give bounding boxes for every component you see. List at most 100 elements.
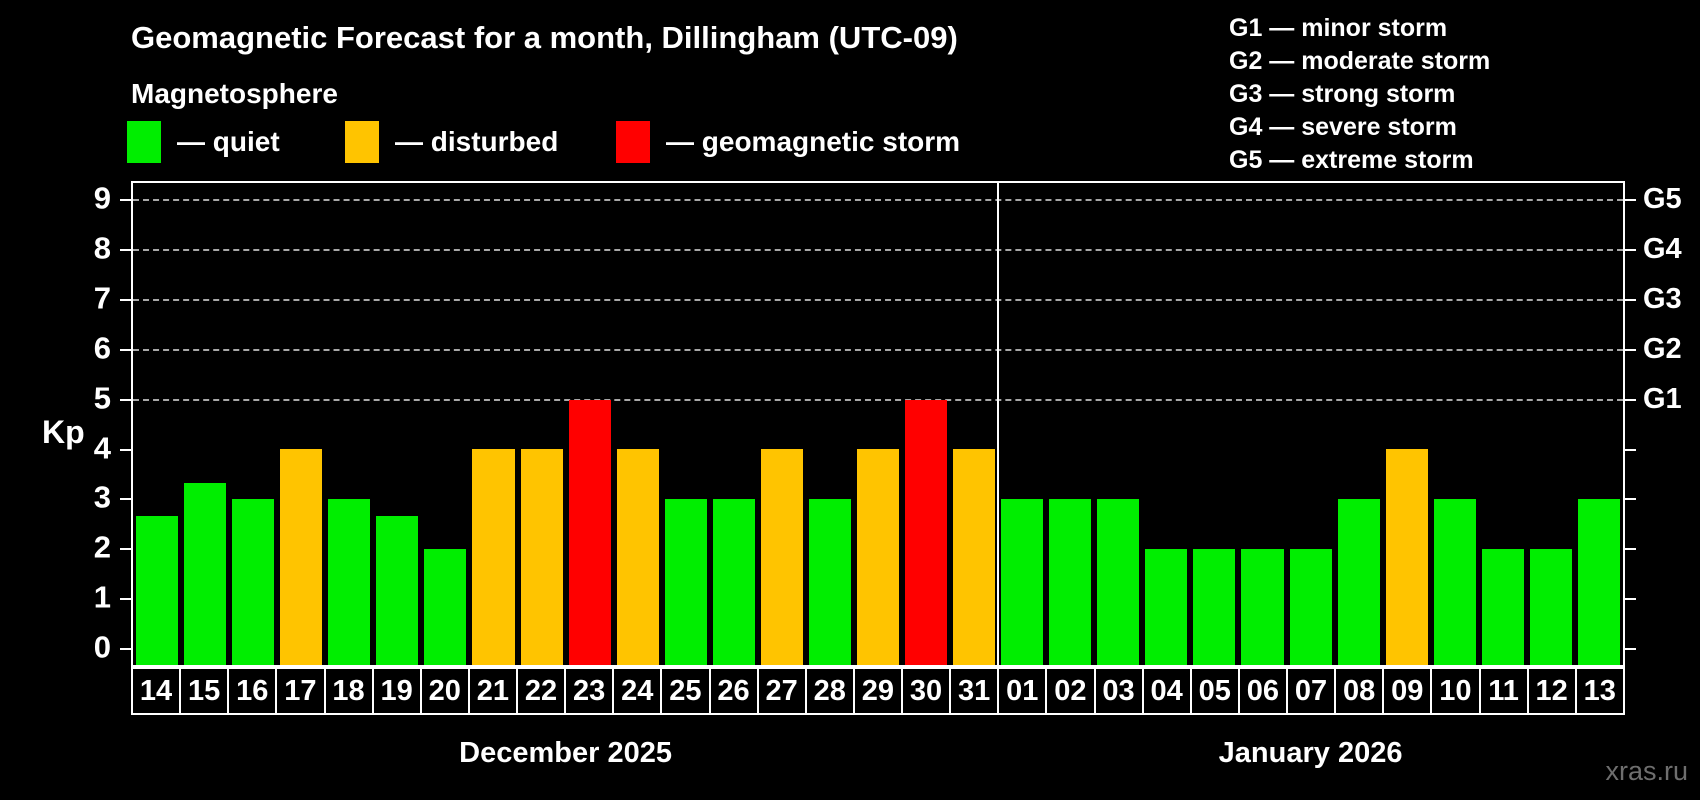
- day-label-01: 01: [997, 667, 1048, 715]
- chart-title: Geomagnetic Forecast for a month, Dillin…: [131, 20, 958, 55]
- day-label-25: 25: [660, 667, 711, 715]
- y-axis-tick-label: 9: [93, 180, 111, 216]
- y-axis-tick: [120, 248, 133, 251]
- g-scale-legend: G1 — minor storm G2 — moderate storm G3 — …: [1229, 12, 1490, 177]
- y-axis-tick: [120, 648, 133, 651]
- right-axis-tick: [1623, 398, 1636, 401]
- legend-item-quiet: — quiet: [127, 121, 280, 163]
- legend-label-quiet: — quiet: [177, 126, 280, 157]
- right-axis-tick: [1623, 248, 1636, 251]
- gridline-kp5: [133, 398, 1623, 401]
- y-axis-tick: [120, 348, 133, 351]
- right-axis-tick: [1623, 548, 1636, 551]
- g-level-label: G4: [1643, 232, 1682, 265]
- y-axis-title: Kp: [42, 414, 85, 450]
- legend-label-storm: — geomagnetic storm: [666, 126, 961, 157]
- gridline-kp9: [133, 199, 1623, 201]
- day-label-28: 28: [804, 667, 855, 715]
- y-axis-tick: [120, 498, 133, 501]
- kp-bar-day-18: [328, 499, 371, 665]
- day-label-06: 06: [1237, 667, 1288, 715]
- day-label-13: 13: [1574, 667, 1625, 715]
- kp-bar-day-01: [1001, 499, 1044, 665]
- day-label-26: 26: [708, 667, 759, 715]
- g-legend-line-2: G2 — moderate storm: [1229, 47, 1491, 75]
- day-label-05: 05: [1189, 667, 1240, 715]
- kp-bar-day-28: [808, 499, 851, 665]
- kp-bar-day-07: [1289, 549, 1332, 665]
- day-label-22: 22: [516, 667, 567, 715]
- y-axis-tick: [120, 298, 133, 301]
- day-label-04: 04: [1141, 667, 1192, 715]
- legend-item-disturbed: — disturbed: [345, 121, 558, 163]
- gridline-kp8: [133, 248, 1623, 251]
- kp-bar-day-24: [616, 449, 659, 665]
- g-legend-line-1: G1 — minor storm: [1229, 14, 1448, 42]
- g-legend-line-5: G5 — extreme storm: [1229, 146, 1474, 174]
- kp-bar-day-23: [568, 399, 611, 665]
- y-axis-tick-label: 8: [93, 230, 111, 266]
- quiet-color-swatch: [127, 121, 161, 163]
- g-legend-line-4: G4 — severe storm: [1229, 113, 1457, 141]
- y-axis-tick: [120, 398, 133, 401]
- g-level-label: G1: [1643, 382, 1682, 415]
- day-label-19: 19: [371, 667, 422, 715]
- kp-bar-day-20: [424, 549, 467, 665]
- day-label-24: 24: [612, 667, 663, 715]
- kp-bar-day-25: [664, 499, 707, 665]
- day-axis: 14 15 16 17 18 19 20 21 22 23 24 25 26 27 28 29 30 31 01 02…: [131, 667, 1625, 715]
- day-label-11: 11: [1478, 667, 1529, 715]
- y-axis-tick-label: 1: [93, 579, 111, 615]
- day-label-03: 03: [1093, 667, 1144, 715]
- kp-bar-day-16: [232, 499, 275, 665]
- day-label-27: 27: [756, 667, 807, 715]
- g-level-label: G2: [1643, 332, 1682, 365]
- month-label: January 2026: [1218, 737, 1403, 769]
- y-axis-tick: [120, 448, 133, 451]
- kp-bar-day-14: [136, 515, 179, 665]
- right-axis-tick: [1623, 348, 1636, 351]
- kp-bar-day-10: [1433, 499, 1476, 665]
- right-axis-tick: [1623, 298, 1636, 301]
- kp-bar-day-05: [1193, 549, 1236, 665]
- y-axis-tick-label: 2: [93, 529, 111, 565]
- kp-bar-day-03: [1097, 499, 1140, 665]
- month-separator-line: [997, 183, 1000, 665]
- month-label: December 2025: [459, 737, 672, 769]
- y-axis-tick-label: 5: [93, 380, 111, 416]
- day-label-12: 12: [1526, 667, 1577, 715]
- kp-bar-day-29: [856, 449, 900, 665]
- legend-item-storm: — geomagnetic storm: [616, 121, 960, 163]
- watermark: xras.ru: [1605, 756, 1688, 786]
- storm-color-swatch: [616, 121, 650, 163]
- day-label-29: 29: [852, 667, 903, 715]
- day-label-10: 10: [1430, 667, 1481, 715]
- kp-bar-day-15: [184, 482, 227, 665]
- y-axis-tick-label: 4: [93, 430, 111, 466]
- kp-bar-day-12: [1529, 549, 1572, 665]
- right-axis-tick: [1623, 498, 1636, 501]
- y-axis-tick: [120, 598, 133, 601]
- kp-bar-day-17: [280, 449, 323, 665]
- day-label-02: 02: [1045, 667, 1096, 715]
- magnetosphere-subtitle: Magnetosphere: [131, 78, 338, 109]
- y-axis-tick-label: 6: [93, 330, 111, 366]
- g-legend-line-3: G3 — strong storm: [1229, 80, 1456, 108]
- kp-bar-day-11: [1481, 549, 1524, 665]
- day-label-16: 16: [227, 667, 278, 715]
- kp-bar-day-21: [472, 449, 515, 665]
- gridline-kp6: [133, 348, 1623, 351]
- y-axis-tick-label: 3: [93, 479, 111, 515]
- right-axis-tick: [1623, 199, 1636, 201]
- day-label-18: 18: [323, 667, 374, 715]
- day-label-23: 23: [564, 667, 615, 715]
- day-label-08: 08: [1334, 667, 1385, 715]
- kp-bar-day-13: [1577, 499, 1620, 665]
- y-axis-tick: [120, 199, 133, 201]
- day-label-20: 20: [419, 667, 470, 715]
- y-axis-tick-label: 7: [93, 280, 111, 316]
- kp-bar-day-19: [376, 515, 419, 665]
- day-label-17: 17: [275, 667, 326, 715]
- day-label-31: 31: [949, 667, 1000, 715]
